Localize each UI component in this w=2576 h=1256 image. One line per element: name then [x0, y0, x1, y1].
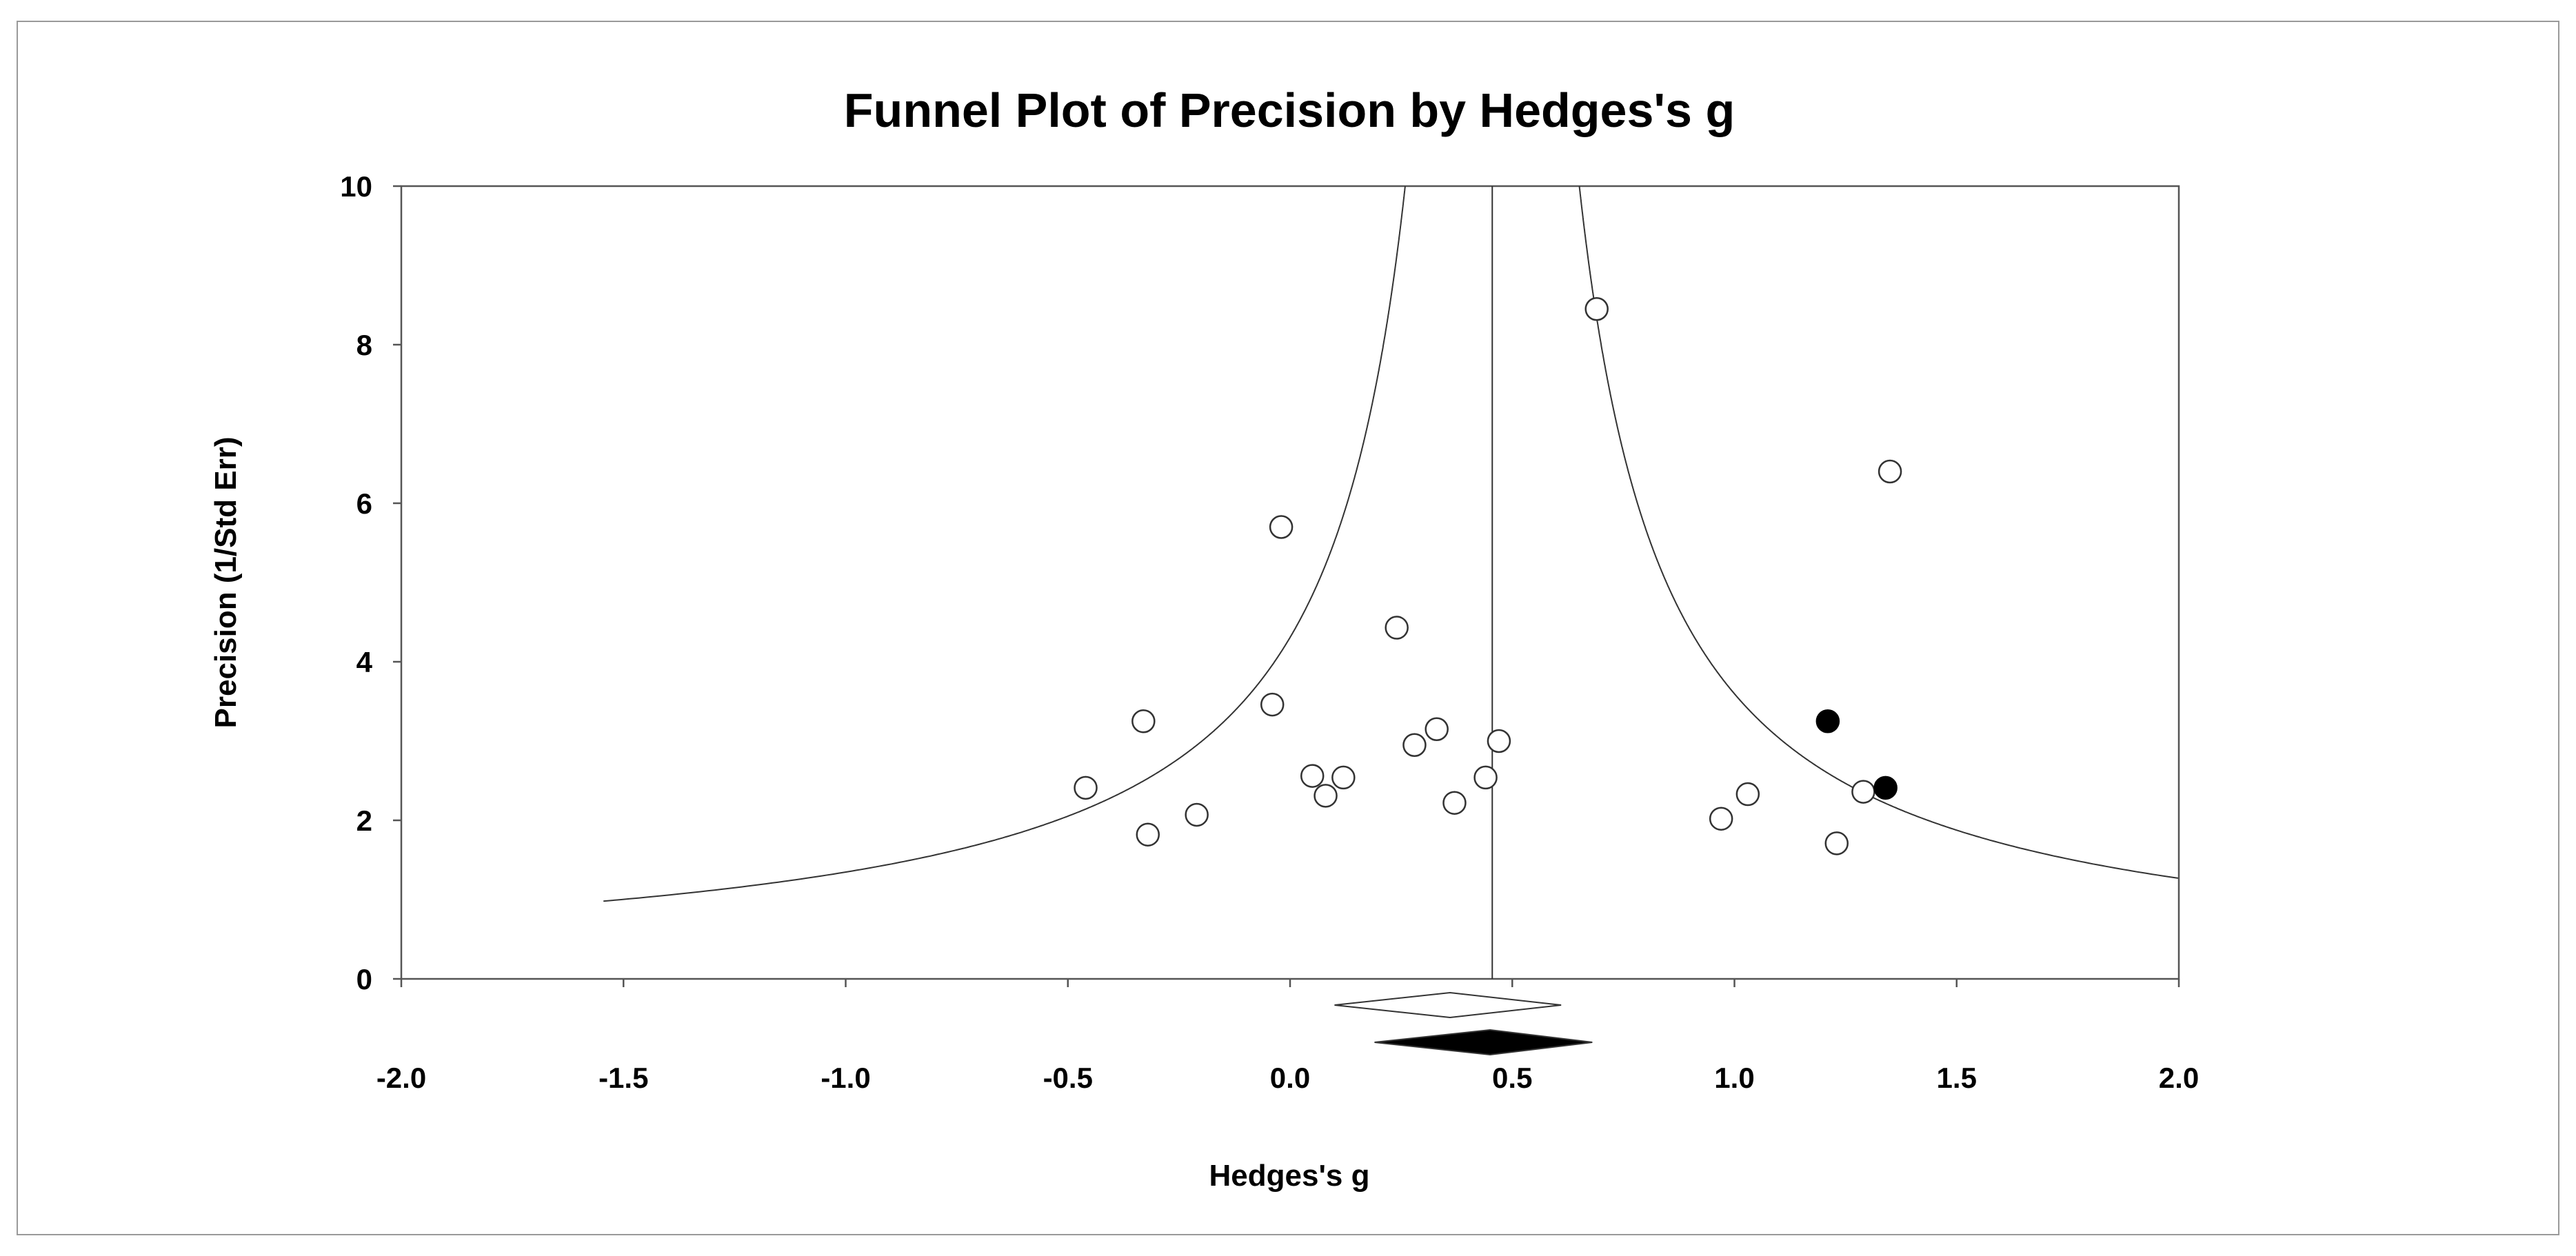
observed-study-point: [1878, 459, 1902, 484]
observed-study-point: [1260, 692, 1285, 717]
observed-summary-diamond: [1334, 991, 1562, 1019]
x-tick-label: 2.0: [2159, 1062, 2199, 1094]
x-tick-label: -1.5: [598, 1062, 648, 1094]
y-tick-label: 0: [356, 963, 372, 995]
observed-study-point: [1331, 765, 1356, 790]
funnel-left-boundary: [603, 185, 1406, 902]
x-tick-label: 1.5: [1937, 1062, 1977, 1094]
observed-study-point: [1269, 515, 1294, 539]
y-tick-label: 6: [356, 487, 372, 520]
observed-study-point: [1385, 616, 1409, 640]
observed-study-point: [1473, 765, 1498, 790]
imputed-study-point: [1815, 709, 1840, 733]
observed-study-point: [1735, 782, 1760, 807]
x-tick-label: 0.0: [1270, 1062, 1310, 1094]
observed-study-point: [1851, 780, 1875, 804]
y-axis-label: Precision (1/Std Err): [209, 436, 243, 728]
observed-study-point: [1425, 717, 1449, 741]
observed-study-point: [1824, 831, 1849, 855]
summary-diamonds: [1334, 991, 1593, 1056]
x-tick-label: 1.0: [1714, 1062, 1754, 1094]
funnel-lines: [603, 185, 2179, 979]
y-tick-label: 10: [340, 170, 372, 203]
observed-study-point: [1131, 709, 1156, 733]
observed-study-point: [1442, 791, 1467, 815]
y-axis-ticks: 0 2 4 6 8 10: [340, 170, 401, 995]
y-tick-label: 4: [356, 646, 373, 678]
observed-study-point: [1402, 733, 1427, 757]
x-axis-ticks: -2.0 -1.5 -1.0 -0.5 0.0 0.5 1.0 1.5 2.0: [376, 979, 2199, 1094]
chart-frame: [17, 21, 2559, 1235]
observed-study-point: [1300, 764, 1325, 788]
observed-study-point: [1185, 802, 1209, 827]
observed-study-point: [1136, 822, 1160, 847]
observed-study-point: [1709, 807, 1733, 831]
observed-study-point: [1314, 784, 1338, 808]
x-tick-label: 0.5: [1492, 1062, 1532, 1094]
x-tick-label: -0.5: [1043, 1062, 1093, 1094]
observed-study-point: [1487, 729, 1511, 753]
x-tick-label: -1.0: [821, 1062, 870, 1094]
y-tick-label: 2: [356, 804, 372, 837]
plot-area: [400, 185, 2180, 980]
imputed-study-point: [1873, 776, 1898, 800]
observed-study-point: [1074, 776, 1098, 800]
study-points: [1074, 297, 1902, 855]
observed-study-point: [1584, 297, 1609, 321]
adjusted-summary-diamond: [1374, 1029, 1593, 1056]
funnel-right-boundary: [1578, 185, 2179, 879]
y-tick-label: 8: [356, 329, 372, 361]
x-tick-label: -2.0: [376, 1062, 426, 1094]
chart-title: Funnel Plot of Precision by Hedges's g: [844, 83, 1735, 137]
x-axis-label: Hedges's g: [1209, 1159, 1370, 1193]
